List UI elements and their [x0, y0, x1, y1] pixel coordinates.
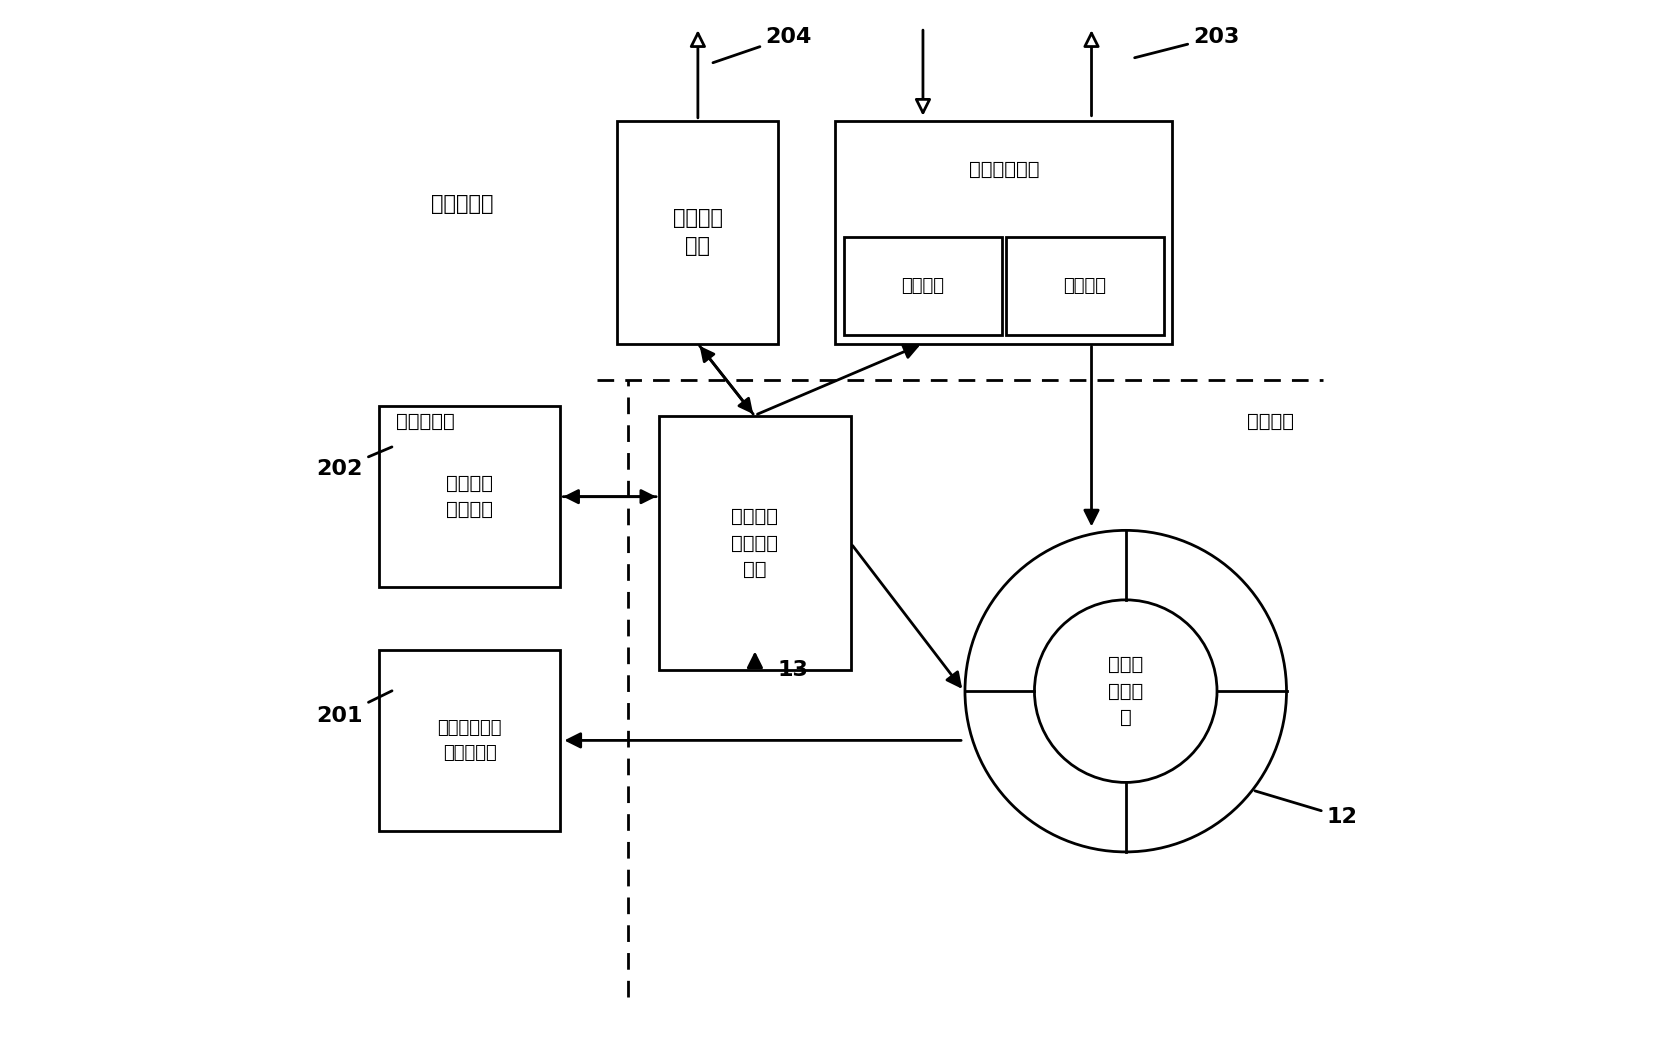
Text: 消息传递模块: 消息传递模块 [968, 160, 1038, 179]
Text: 消息探询
模块: 消息探询 模块 [672, 208, 722, 256]
Text: 13: 13 [778, 660, 808, 680]
Bar [378, 406, 559, 588]
Text: 12: 12 [1255, 790, 1357, 827]
Text: 203: 203 [1134, 27, 1238, 58]
Text: 共享通
信缓冲
区: 共享通 信缓冲 区 [1107, 655, 1142, 727]
Text: 共享通信缓冲
区管理模块: 共享通信缓冲 区管理模块 [437, 719, 502, 762]
Text: 消息接收: 消息接收 [1063, 278, 1105, 295]
Text: 201: 201 [316, 691, 391, 726]
Bar [1005, 237, 1164, 335]
Text: 管理模块区: 管理模块区 [396, 412, 455, 431]
Circle shape [1033, 600, 1216, 782]
Text: 202: 202 [316, 447, 391, 478]
Text: 消息发送: 消息发送 [900, 278, 944, 295]
Bar [617, 121, 778, 343]
Text: 向上接口区: 向上接口区 [430, 193, 492, 213]
Text: 共享通信
缓冲区控
制区: 共享通信 缓冲区控 制区 [731, 508, 778, 579]
Text: 共享区域: 共享区域 [1247, 412, 1294, 431]
Text: 204: 204 [712, 27, 811, 62]
Bar [843, 237, 1001, 335]
Bar [835, 121, 1171, 343]
Text: 端口地址
映射模块: 端口地址 映射模块 [445, 474, 492, 519]
Bar [659, 416, 850, 671]
Bar [378, 650, 559, 831]
